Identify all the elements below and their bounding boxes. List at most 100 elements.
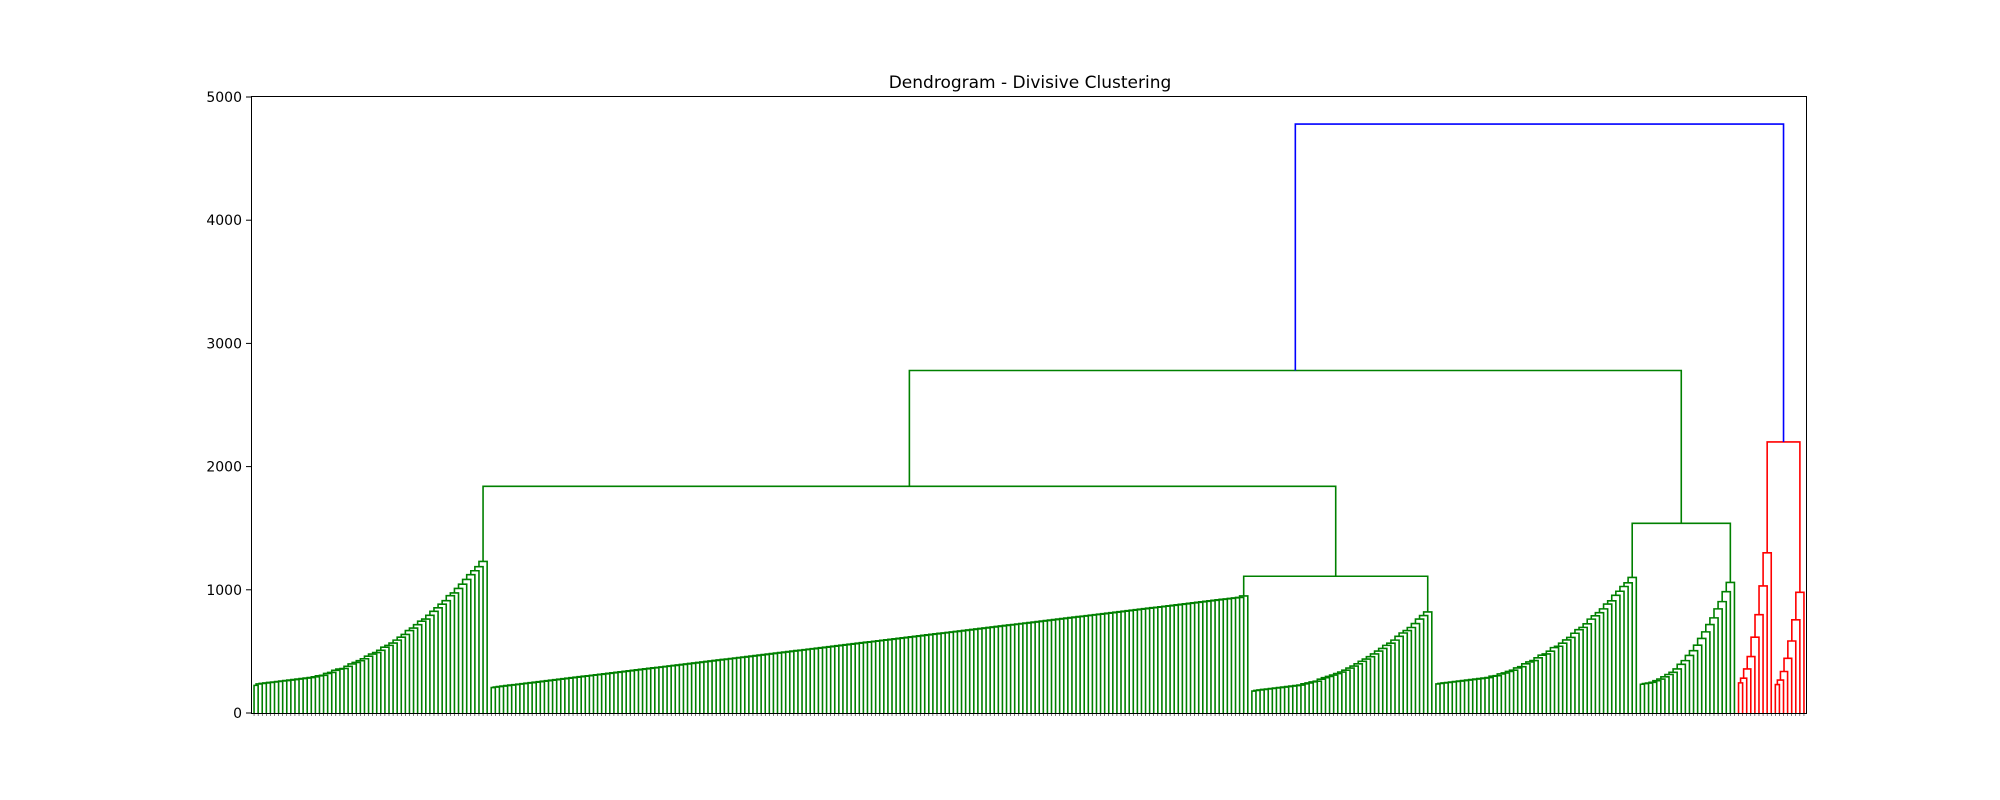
dendrogram-link <box>1341 669 1351 713</box>
dendrogram-link <box>1656 678 1666 713</box>
dendrogram-link <box>1369 653 1380 713</box>
dendrogram-link <box>1234 596 1245 713</box>
dendrogram-link <box>784 650 795 713</box>
dendrogram-link <box>682 663 693 713</box>
dendrogram-link <box>1700 631 1711 713</box>
dendrogram-link <box>1717 600 1728 713</box>
dendrogram-link <box>801 648 812 713</box>
dendrogram-link <box>392 639 403 713</box>
dendrogram-link <box>1414 618 1425 713</box>
dendrogram-link <box>1242 575 1429 612</box>
dendrogram-link <box>1046 619 1057 713</box>
dendrogram-link <box>1410 622 1421 713</box>
dendrogram-link <box>1541 653 1552 713</box>
plot-frame <box>251 96 1807 714</box>
dendrogram-link <box>1437 682 1445 713</box>
dendrogram-link <box>433 606 443 713</box>
dendrogram-link <box>723 658 734 713</box>
dendrogram-link <box>1336 671 1347 713</box>
dendrogram-link <box>1136 608 1147 713</box>
dendrogram-link <box>887 638 897 713</box>
dendrogram-link <box>760 653 771 713</box>
dendrogram-link <box>400 633 411 713</box>
dendrogram-link <box>1668 671 1678 713</box>
y-tick-label: 2000 <box>206 460 242 476</box>
dendrogram-link <box>302 677 313 713</box>
dendrogram-link <box>1406 626 1417 713</box>
dendrogram-link <box>1553 645 1564 713</box>
dendrogram-link <box>359 657 370 713</box>
dendrogram-link <box>1545 650 1556 713</box>
dendrogram-link <box>1742 668 1752 713</box>
dendrogram-link <box>492 686 501 713</box>
dendrogram-link <box>1774 683 1781 713</box>
dendrogram-link <box>1214 599 1225 713</box>
dendrogram-link <box>416 620 427 713</box>
y-tick-label: 1000 <box>206 583 242 599</box>
dendrogram-link <box>449 592 460 713</box>
dendrogram-link <box>1746 655 1756 713</box>
dendrogram-link <box>1361 658 1372 713</box>
chart-title: Dendrogram - Divisive Clustering <box>889 73 1172 93</box>
dendrogram-link <box>1193 601 1204 713</box>
dendrogram-link <box>576 675 587 713</box>
dendrogram-link <box>1283 685 1294 713</box>
dendrogram-link <box>1251 690 1257 713</box>
dendrogram-link <box>1435 683 1441 713</box>
dendrogram-link <box>255 683 264 713</box>
dendrogram-link <box>343 665 353 713</box>
dendrogram-link <box>1492 674 1503 713</box>
dendrogram-link <box>253 684 259 713</box>
dendrogram-link <box>1259 688 1270 713</box>
dendrogram-link <box>1394 635 1404 713</box>
dendrogram-link <box>1754 613 1764 713</box>
dendrogram-link <box>1737 682 1744 713</box>
dendrogram-link <box>281 679 292 713</box>
dendrogram-link <box>1739 677 1748 713</box>
dendrogram-link <box>1641 682 1650 713</box>
dendrogram-link <box>420 618 431 713</box>
dendrogram-link <box>908 369 1683 524</box>
dendrogram-link <box>739 656 750 713</box>
dendrogram-link <box>1639 683 1646 713</box>
dendrogram-link <box>1598 608 1609 713</box>
dendrogram-link <box>355 659 366 713</box>
dendrogram-link <box>1349 665 1359 713</box>
dendrogram-link <box>1132 608 1143 713</box>
y-tick-label: 0 <box>233 706 242 722</box>
dendrogram-link <box>1610 594 1621 713</box>
dendrogram-link <box>535 680 546 713</box>
dendrogram-link <box>445 594 456 713</box>
dendrogram-link <box>1783 657 1793 713</box>
dendrogram-link <box>539 680 550 713</box>
dendrogram-link <box>1263 688 1274 713</box>
dendrogram-link <box>404 629 415 713</box>
dendrogram-link <box>1253 689 1261 713</box>
dendrogram-link <box>1279 686 1290 713</box>
dendrogram-link <box>339 667 349 713</box>
dendrogram-link <box>1787 640 1797 713</box>
dendrogram-link <box>948 631 959 713</box>
y-axis: 0 1000 2000 3000 4000 5000 <box>206 90 252 722</box>
y-tick-label: 5000 <box>206 90 242 106</box>
dendrogram-link <box>1549 646 1560 713</box>
dendrogram-link <box>1256 689 1265 713</box>
dendrogram-link <box>964 629 975 713</box>
dendrogram-link <box>1713 608 1723 713</box>
dendrogram-link <box>1680 659 1691 713</box>
dendrogram-link <box>903 636 914 713</box>
dendrogram-link <box>425 614 435 713</box>
dendrogram-link <box>1189 602 1200 713</box>
dendrogram-link <box>499 685 509 713</box>
dendrogram-link <box>1050 618 1061 713</box>
dendrogram-link <box>621 670 632 713</box>
dendrogram-link <box>1294 123 1785 442</box>
dendrogram-link <box>1365 655 1376 713</box>
dendrogram-link <box>1210 599 1220 713</box>
dendrogram-link <box>482 485 1337 577</box>
dendrogram-link <box>1664 673 1674 713</box>
dendrogram-link <box>846 643 856 713</box>
dendrogram-link <box>1030 621 1041 713</box>
dendrogram-links <box>253 123 1805 713</box>
